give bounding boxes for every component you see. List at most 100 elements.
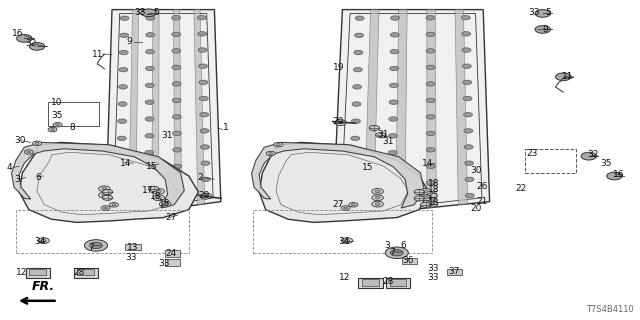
Text: 21: 21 [477,197,488,206]
Circle shape [426,197,435,202]
Circle shape [353,84,362,89]
Circle shape [146,16,155,20]
Text: 17: 17 [142,186,154,195]
Text: 2: 2 [197,173,203,182]
Circle shape [465,161,474,165]
Bar [402,258,417,264]
Circle shape [465,177,474,181]
Circle shape [104,207,108,209]
Text: 32: 32 [588,150,599,159]
Circle shape [198,64,207,68]
Bar [362,279,379,286]
Circle shape [153,188,164,194]
Circle shape [41,239,46,242]
Circle shape [369,125,380,131]
Circle shape [390,50,399,54]
Circle shape [172,32,180,36]
Circle shape [372,188,383,194]
Circle shape [581,152,596,160]
Circle shape [101,206,110,210]
Circle shape [350,153,359,158]
Polygon shape [455,10,468,205]
Circle shape [420,195,431,201]
Circle shape [266,151,275,156]
Text: 19: 19 [333,63,344,72]
Circle shape [375,203,380,205]
Text: 28: 28 [383,277,394,286]
Circle shape [335,120,346,125]
Circle shape [56,124,60,126]
Circle shape [172,16,180,20]
Circle shape [145,66,154,71]
Circle shape [173,197,182,202]
Circle shape [202,193,211,198]
Text: 6: 6 [400,241,406,250]
Circle shape [120,16,129,20]
Text: 24: 24 [165,249,177,258]
Text: 14: 14 [422,159,434,168]
Text: 9: 9 [543,25,548,34]
Polygon shape [106,10,221,218]
Circle shape [145,117,154,121]
Text: 33: 33 [134,8,146,17]
Text: 11: 11 [562,72,573,81]
Text: 36: 36 [402,256,413,265]
Circle shape [354,50,363,55]
Circle shape [426,49,435,53]
Circle shape [355,16,364,20]
Circle shape [172,98,181,103]
Text: 35: 35 [600,159,612,168]
Circle shape [141,9,156,17]
Polygon shape [173,10,182,208]
Bar [165,250,180,257]
Text: 31: 31 [161,132,173,140]
Circle shape [535,10,550,17]
Circle shape [556,73,571,81]
Circle shape [112,204,116,206]
Circle shape [341,238,353,244]
Circle shape [414,189,424,195]
Circle shape [48,127,57,132]
Circle shape [423,190,428,193]
Circle shape [269,153,273,155]
Text: 31: 31 [378,130,389,139]
Polygon shape [259,142,429,222]
Text: 12: 12 [339,273,351,282]
Text: 27: 27 [165,213,177,222]
Circle shape [372,201,383,207]
Bar [74,268,98,278]
Text: 23: 23 [526,149,538,158]
Circle shape [90,242,102,249]
Circle shape [118,84,127,89]
Text: 30: 30 [14,136,26,145]
Text: 18: 18 [428,185,439,194]
Text: 4: 4 [6,164,12,172]
Circle shape [390,250,403,256]
Circle shape [388,167,397,172]
Text: 16: 16 [613,170,625,179]
Circle shape [426,180,435,185]
Circle shape [156,190,161,193]
Text: 9: 9 [127,37,132,46]
Text: 29: 29 [198,191,210,200]
Circle shape [463,96,472,101]
Circle shape [463,80,472,84]
Circle shape [353,68,362,72]
Polygon shape [396,10,407,211]
Circle shape [163,203,168,205]
Text: 18: 18 [428,198,439,207]
Circle shape [464,145,473,149]
Text: 35: 35 [51,111,63,120]
Bar [77,269,94,275]
Circle shape [461,15,470,20]
Circle shape [27,151,31,153]
Circle shape [426,16,435,20]
Polygon shape [19,142,198,222]
Bar [29,269,46,275]
Bar [358,278,383,288]
Circle shape [348,205,357,209]
Circle shape [461,32,470,36]
Circle shape [29,43,45,50]
Circle shape [385,247,408,259]
Text: 3: 3 [14,175,20,184]
